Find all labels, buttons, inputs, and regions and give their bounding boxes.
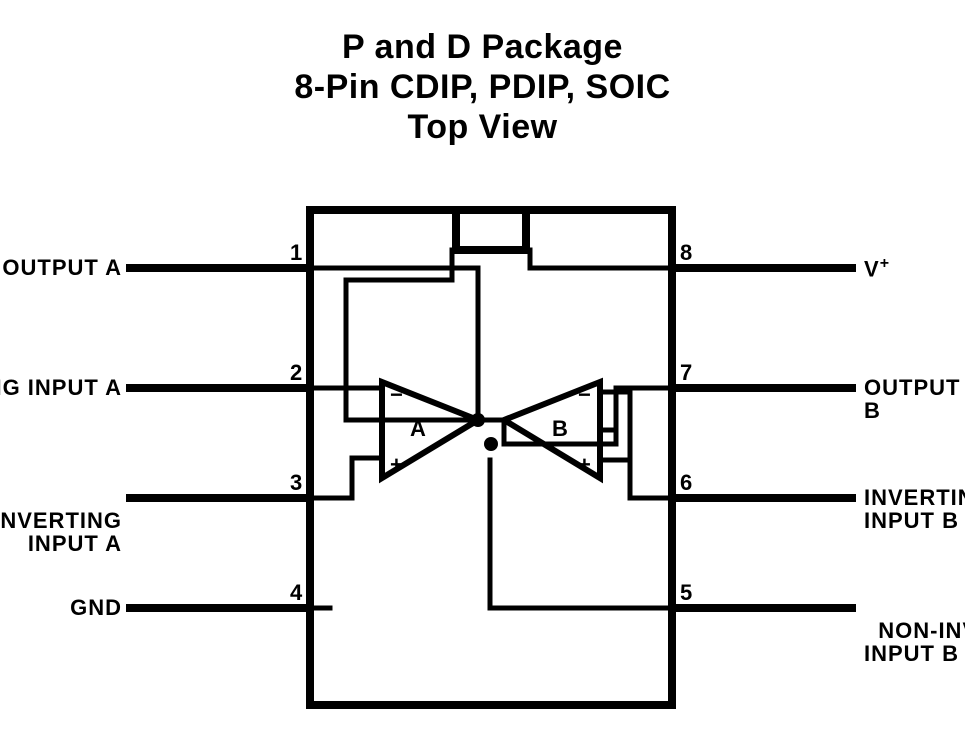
pin-number-8: 8 xyxy=(680,240,692,266)
pin-label-7: OUTPUT B xyxy=(864,376,965,422)
pin-number-3: 3 xyxy=(290,470,302,496)
pin-number-2: 2 xyxy=(290,360,302,386)
amp-a-noninv-sign: + xyxy=(390,452,403,478)
pin-label-8: V+ xyxy=(864,256,890,280)
amp-b-noninv-sign: + xyxy=(578,452,591,478)
amp-a-inv-sign: − xyxy=(390,382,403,408)
pin-label-2: INVERTING INPUT A xyxy=(0,376,122,399)
pin-number-4: 4 xyxy=(290,580,302,606)
amp-b-label: B xyxy=(552,416,568,442)
pin-number-6: 6 xyxy=(680,470,692,496)
amp-a-label: A xyxy=(410,416,426,442)
pin-label-1: OUTPUT A xyxy=(0,256,122,279)
pinout-diagram xyxy=(0,0,965,752)
pin-label-5: NON-INVERTING INPUT B xyxy=(864,596,965,665)
amp-b-inv-sign: − xyxy=(578,382,591,408)
pin-label-3: NON-INVERTING INPUT A xyxy=(0,486,122,555)
pin-number-7: 7 xyxy=(680,360,692,386)
pin-label-6: INVERTING INPUT B xyxy=(864,486,965,532)
pin-label-4: GND xyxy=(0,596,122,619)
pin-number-1: 1 xyxy=(290,240,302,266)
pin-number-5: 5 xyxy=(680,580,692,606)
